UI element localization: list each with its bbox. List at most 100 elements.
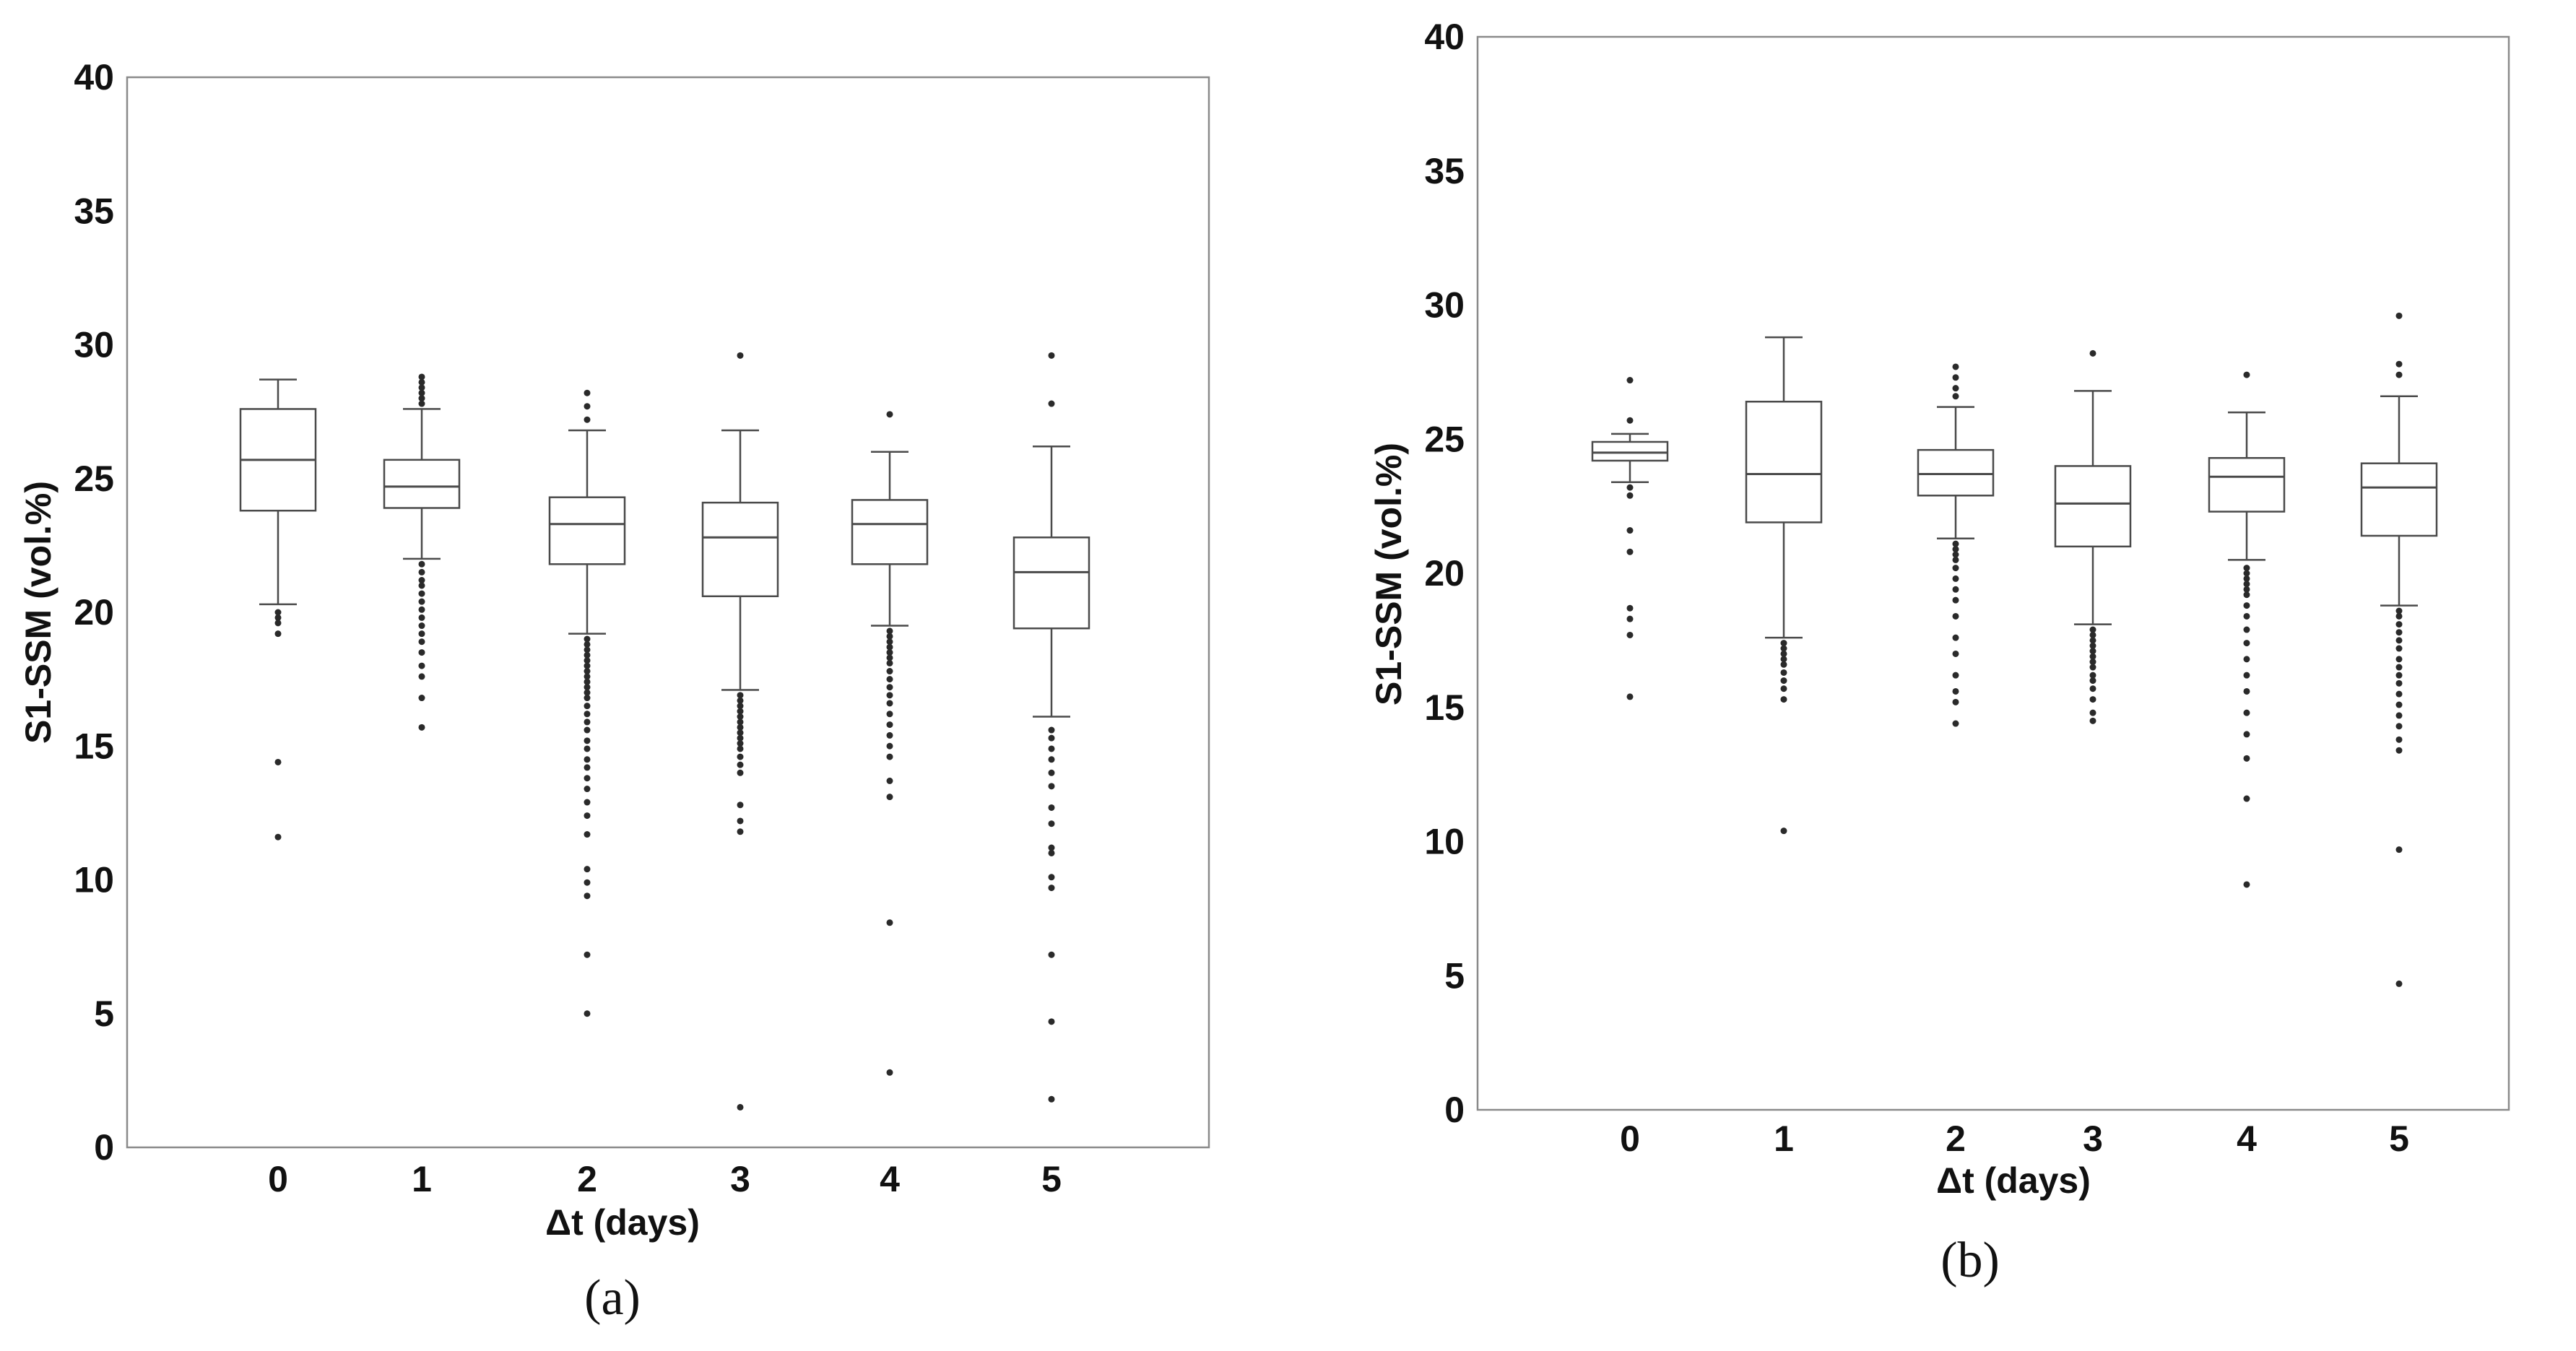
outlier-point: [418, 622, 425, 630]
outlier-point: [886, 676, 893, 683]
outlier-point: [2243, 565, 2250, 572]
outlier-point: [1048, 756, 1055, 763]
outlier-point: [1952, 634, 1959, 641]
outlier-point: [418, 384, 425, 391]
outlier-point: [1626, 527, 1634, 534]
outlier-point: [584, 657, 591, 664]
outlier-point: [2089, 709, 2096, 716]
outlier-point: [737, 729, 744, 737]
box-group-b-5: [2360, 312, 2438, 987]
outlier-point: [1780, 685, 1787, 692]
outlier-point: [2395, 664, 2403, 671]
y-tick-label: 30: [74, 325, 114, 365]
outlier-point: [737, 692, 744, 699]
outlier-point: [418, 568, 425, 575]
outlier-point: [1048, 726, 1055, 734]
outlier-point: [1952, 596, 1959, 604]
outlier-point: [584, 389, 591, 396]
outlier-point: [584, 651, 591, 659]
outlier-point: [1626, 377, 1634, 384]
outlier-point: [1048, 951, 1055, 958]
y-tick-label: 40: [74, 57, 114, 97]
outlier-point: [1780, 645, 1787, 652]
outlier-point: [737, 718, 744, 726]
outlier-point: [737, 745, 744, 752]
outlier-point: [1048, 745, 1055, 752]
outlier-point: [418, 590, 425, 597]
outlier-point: [1952, 363, 1959, 370]
iqr-box: [2054, 465, 2132, 548]
outlier-point: [886, 777, 893, 784]
outlier-point: [737, 734, 744, 742]
outlier-point: [274, 630, 282, 638]
outlier-point: [2395, 645, 2403, 652]
outlier-point: [2243, 570, 2250, 577]
outlier-point: [2243, 672, 2250, 679]
outlier-point: [584, 718, 591, 726]
outlier-point: [418, 638, 425, 646]
outlier-point: [1952, 374, 1959, 381]
outlier-point: [1048, 783, 1055, 790]
outlier-point: [1952, 650, 1959, 657]
outlier-point: [1048, 1018, 1055, 1025]
outlier-point: [1952, 540, 1959, 547]
outlier-point: [737, 740, 744, 747]
outlier-point: [737, 697, 744, 704]
outlier-point: [2243, 575, 2250, 582]
outlier-point: [886, 742, 893, 750]
outlier-point: [584, 695, 591, 702]
outlier-point: [584, 635, 591, 643]
outlier-point: [2243, 881, 2250, 888]
outlier-point: [418, 695, 425, 702]
y-tick-label: 35: [1424, 151, 1465, 191]
chart-b: 0 5 10 15 20 25 30 35 40 0 1 2 3 4 5 Δt (days) S1-SSM…: [1369, 17, 2510, 1288]
outlier-point: [2395, 980, 2403, 987]
outlier-point: [886, 753, 893, 760]
y-tick-label: 0: [1444, 1090, 1465, 1130]
outlier-point: [2089, 664, 2096, 671]
outlier-point: [1048, 849, 1055, 856]
outlier-point: [418, 378, 425, 386]
outlier-point: [584, 745, 591, 752]
y-tick-label: 5: [94, 994, 114, 1034]
outlier-point: [584, 668, 591, 675]
outlier-point: [584, 1010, 591, 1017]
outlier-point: [1048, 874, 1055, 881]
outlier-point: [1048, 804, 1055, 811]
outlier-point: [1626, 484, 1634, 491]
outlier-point: [418, 662, 425, 669]
outlier-point: [737, 761, 744, 768]
iqr-box: [1745, 400, 1823, 524]
y-axis-title-b: S1-SSM (vol.%): [1369, 443, 1409, 705]
outlier-point: [584, 892, 591, 900]
outlier-point: [737, 1103, 744, 1111]
outlier-point: [2243, 731, 2250, 738]
outlier-point: [1048, 1095, 1055, 1103]
outlier-point: [418, 673, 425, 680]
y-axis-title-a: S1-SSM (vol.%): [18, 481, 58, 744]
box-group-a-1: [383, 373, 461, 731]
outlier-point: [584, 662, 591, 669]
outlier-point: [584, 640, 591, 648]
x-axis-title-a: Δt (days): [545, 1202, 700, 1243]
outlier-point: [2395, 371, 2403, 378]
panel-label-b: (b): [1940, 1233, 2000, 1288]
outlier-point: [2089, 685, 2096, 692]
x-tick-label: 0: [1620, 1118, 1640, 1159]
outlier-point: [2395, 621, 2403, 628]
outlier-point: [2243, 612, 2250, 620]
outlier-point: [1952, 672, 1959, 679]
x-axis-b: 0 1 2 3 4 5: [1620, 1118, 2409, 1159]
outlier-point: [584, 416, 591, 423]
outlier-point: [886, 692, 893, 699]
outlier-point: [418, 373, 425, 381]
x-tick-label: 3: [730, 1159, 750, 1199]
outlier-point: [886, 654, 893, 661]
outlier-point: [584, 799, 591, 806]
outlier-point: [737, 753, 744, 760]
outlier-point: [1626, 604, 1634, 612]
y-tick-label: 30: [1424, 285, 1465, 326]
outlier-point: [1626, 693, 1634, 700]
outlier-point: [1048, 844, 1055, 851]
iqr-box: [2208, 457, 2286, 513]
